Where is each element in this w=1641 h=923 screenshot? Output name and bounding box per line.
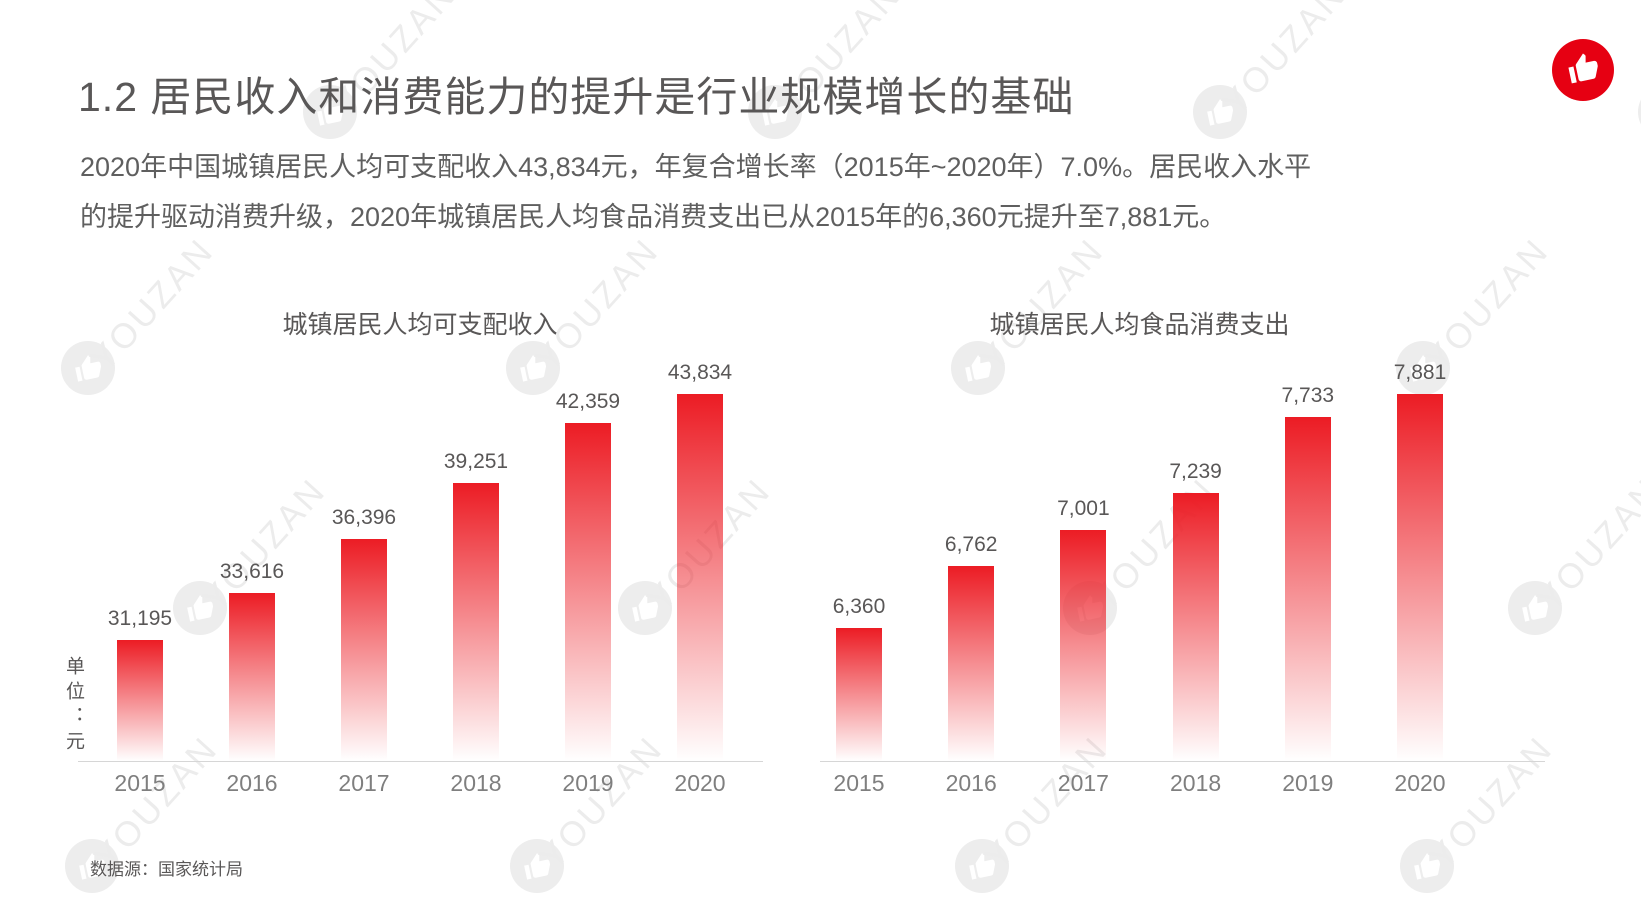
value-label-2019: 42,359: [555, 390, 621, 413]
year-label-2017: 2017: [338, 770, 390, 796]
unit-label: 单位：元: [63, 656, 84, 756]
value-label-2018: 39,251: [443, 450, 509, 473]
watermark-text: YOUZAN: [1530, 470, 1641, 619]
intro-paragraph: 2020年中国城镇居民人均可支配收入43,834元，年复合增长率（2015年~2…: [80, 142, 1311, 242]
value-label-2015: 6,360: [832, 595, 886, 618]
year-label-2020: 2020: [1394, 770, 1446, 796]
bar-2018: [1172, 493, 1219, 761]
value-label-2015: 31,195: [107, 607, 173, 630]
x-axis-line: [78, 761, 763, 762]
watermark-text: YOUZAN: [1215, 0, 1354, 123]
bar-2016: [229, 593, 275, 761]
value-label-2019: 7,733: [1281, 384, 1335, 407]
value-label-2020: 7,881: [1393, 361, 1447, 384]
bar-2017: [1060, 530, 1107, 761]
plot-area: 31,195 33,616 36,396 39,251 42,359 43,834: [78, 361, 763, 762]
bar-2015: [117, 640, 163, 761]
value-label-2017: 7,001: [1057, 497, 1110, 520]
value-label-2020: 43,834: [667, 361, 733, 384]
page-title: 1.2 居民收入和消费能力的提升是行业规模增长的基础: [78, 74, 1075, 121]
value-label-2018: 7,239: [1169, 460, 1222, 483]
year-label-2016: 2016: [226, 770, 278, 796]
plot-area: 6,360 6,762 7,001 7,239 7,733 7,881: [820, 361, 1545, 762]
year-label-2019: 2019: [562, 770, 614, 796]
watermark-thumbs-up-icon: [1193, 85, 1247, 139]
bar-2016: [948, 566, 995, 761]
bar-2018: [453, 483, 499, 761]
year-label-2017: 2017: [1057, 770, 1109, 796]
value-label-2016: 33,616: [219, 560, 285, 583]
watermark-thumbs-up-icon: [510, 839, 564, 893]
year-label-2015: 2015: [114, 770, 166, 796]
thumbs-up-icon: [1566, 51, 1600, 90]
watermark-thumbs-up-icon: [955, 839, 1009, 893]
chart-food-expenditure: 城镇居民人均食品消费支出 2015 2016 2017 2018 2019 2020 6,3…: [820, 300, 1545, 812]
bar-2020: [677, 394, 723, 761]
x-axis-line: [820, 761, 1545, 762]
year-label-2016: 2016: [945, 770, 997, 796]
value-label-2016: 6,762: [944, 533, 998, 556]
chart-title: 城镇居民人均食品消费支出: [989, 311, 1290, 339]
intro-line-2: 的提升驱动消费升级，2020年城镇居民人均食品消费支出已从2015年的6,360…: [80, 202, 1227, 232]
year-label-2018: 2018: [1170, 770, 1222, 796]
bar-2017: [341, 539, 387, 761]
year-label-2018: 2018: [450, 770, 502, 796]
bar-2020: [1397, 394, 1443, 761]
year-label-2015: 2015: [833, 770, 885, 796]
bar-2019: [565, 423, 611, 761]
intro-line-1: 2020年中国城镇居民人均可支配收入43,834元，年复合增长率（2015年~2…: [80, 152, 1312, 182]
chart-disposable-income: 城镇居民人均可支配收入 2015 2016 2017 2018 2019 2020 31,1…: [78, 300, 763, 812]
source-note: 数据源：国家统计局: [90, 860, 243, 879]
chart-title: 城镇居民人均可支配收入: [282, 311, 558, 339]
year-label-2019: 2019: [1282, 770, 1334, 796]
bar-2015: [836, 628, 882, 761]
bar-2019: [1284, 417, 1331, 761]
brand-logo: [1552, 39, 1614, 101]
watermark-thumbs-up-icon: [1400, 839, 1454, 893]
value-label-2017: 36,396: [331, 506, 397, 529]
year-label-2020: 2020: [674, 770, 726, 796]
